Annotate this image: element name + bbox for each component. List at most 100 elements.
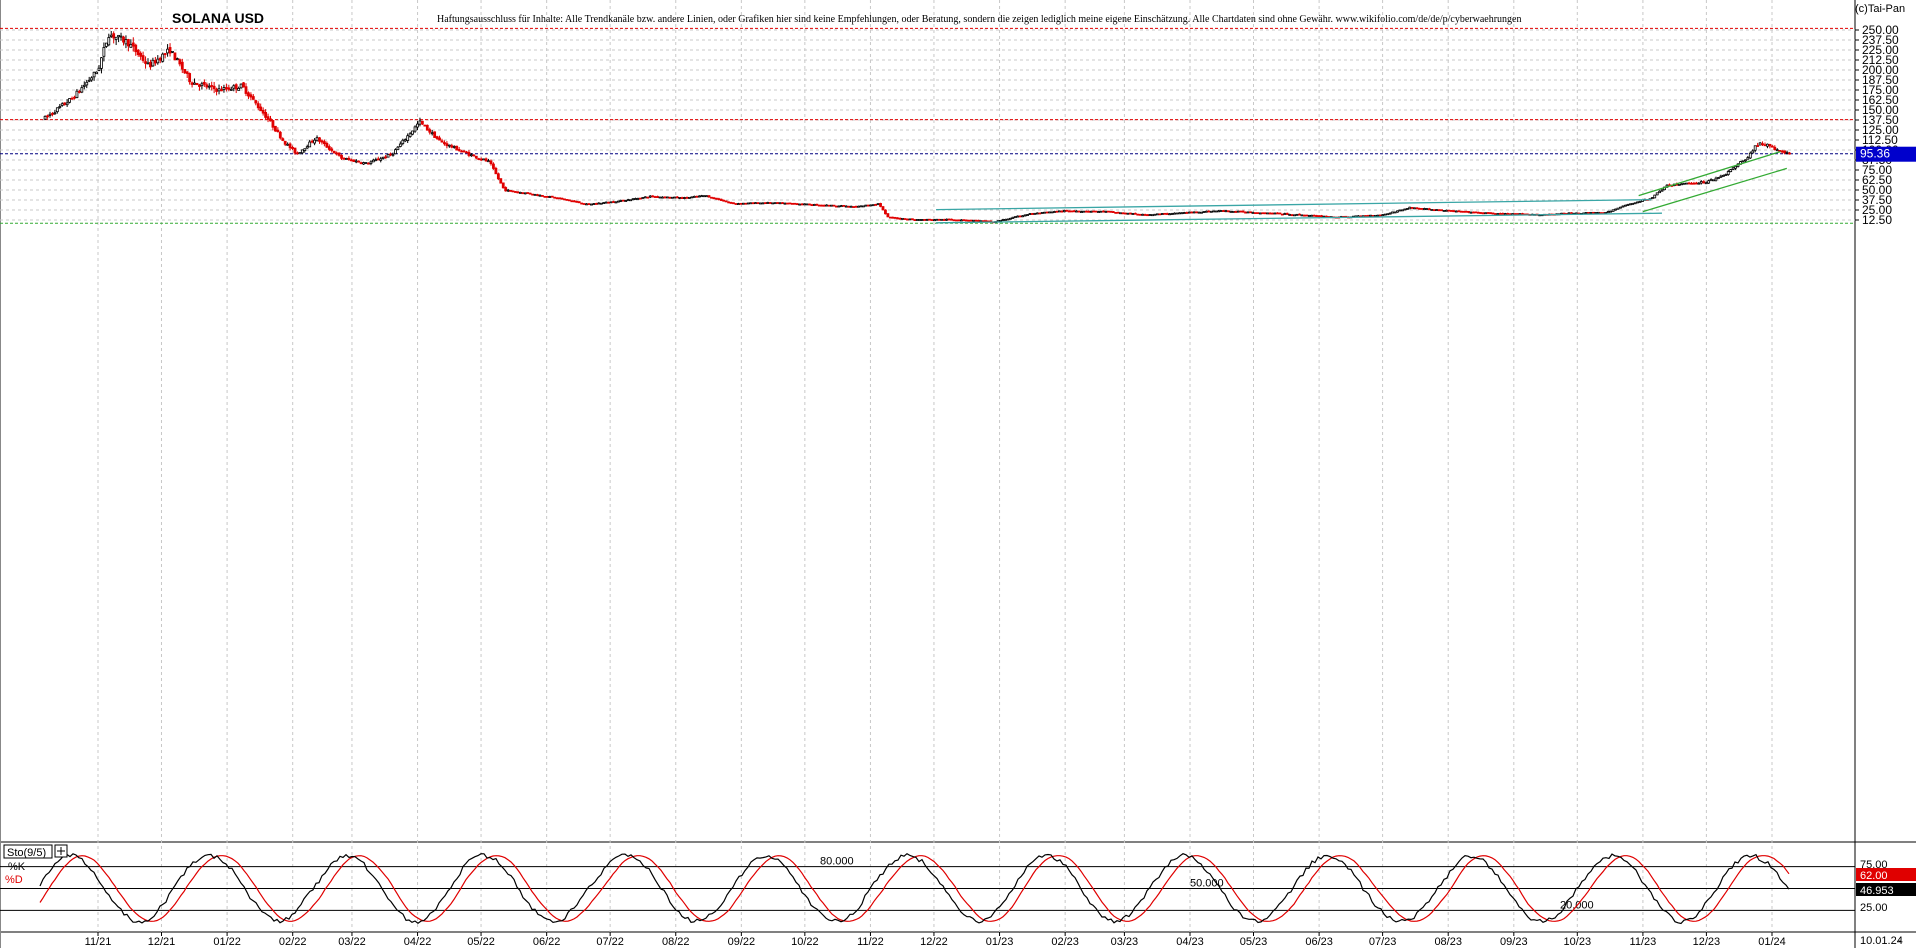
candle-body [1045,211,1049,214]
candle-body [563,198,566,201]
candle-body [766,202,770,204]
candle-body [665,196,669,199]
trend-line [936,212,1662,224]
candle-body [778,202,782,205]
candle-body [200,83,204,87]
candle-body [173,52,177,61]
candle-body [212,85,216,90]
candle-body [714,197,718,200]
candle-body [1111,211,1115,213]
candle-body [1004,219,1007,221]
candle-body [198,84,201,87]
candle-body [1224,210,1228,213]
x-tick-label: 04/22 [404,936,432,948]
candle-body [1616,207,1620,210]
candle-body [1658,190,1662,194]
candle-body [352,159,356,162]
candle-body [163,53,167,55]
candle-body [1484,212,1488,215]
candle-body [293,147,297,154]
candle-body [124,39,128,45]
x-tick-label: 12/22 [920,936,948,948]
candle-body [1712,179,1715,182]
candle-body [452,146,456,148]
y-tick-label: 162.50 [1862,93,1899,107]
candle-body [403,139,407,142]
candle-body [629,199,633,202]
candle-body [964,219,968,222]
candle-body [1190,211,1194,214]
candle-body [952,219,956,222]
candle-body [220,89,223,92]
candle-body [384,156,388,159]
candle-body [1425,208,1429,211]
candle-body [1398,209,1402,212]
candle-body [1273,212,1277,215]
candle-body [1258,212,1262,215]
candle-body [1033,212,1037,215]
candle-body [345,158,348,160]
candle-body [1312,214,1316,217]
candle-body [521,192,525,195]
candle-body [161,53,165,62]
candle-body [781,202,784,205]
price-axis-labels: 250.00237.50225.00212.50200.00187.50175.… [1855,23,1899,227]
candle-body [273,125,277,132]
candle-body [288,143,292,149]
candle-body [1761,143,1764,146]
y-tick-label: 250.00 [1862,23,1899,37]
candle-body [501,182,505,189]
candle-body [744,202,748,205]
candle-body [538,194,542,197]
candle-body [800,203,804,206]
candle-body [1131,213,1135,215]
candle-body [950,218,953,221]
candle-body [1244,211,1247,214]
candle-body [827,204,831,207]
x-tick-label: 02/22 [279,936,307,948]
candle-body [269,118,272,122]
candle-body [1584,212,1588,214]
candle-body [330,148,334,151]
candle-body [808,203,811,206]
candle-body [1124,212,1127,215]
candle-body [183,69,187,74]
candle-body [803,203,806,206]
candle-body [1405,208,1409,210]
candle-body [754,202,757,205]
candle-body [342,157,346,160]
sto-k-line [39,852,1790,925]
candle-body [1001,219,1005,221]
candle-body [1268,212,1272,215]
candle-body [1619,206,1622,209]
candle-body [1391,211,1394,214]
candle-body [962,219,966,222]
candle-body [465,151,468,154]
candle-body [276,129,280,133]
candle-body [1283,213,1287,215]
candle-body [913,219,917,221]
candle-body [423,124,427,127]
candle-body [1374,214,1377,217]
candle-body [144,61,147,64]
candle-body [1158,213,1162,216]
candle-body [1592,211,1595,214]
candle-body [812,204,816,206]
candle-body [1386,213,1390,216]
candle-body [528,192,532,195]
sto-title-box [3,844,53,859]
candle-body [278,131,282,139]
x-tick-label: 01/22 [213,936,241,948]
candle-body [371,159,375,163]
candle-body [565,199,569,201]
candle-body [955,219,958,222]
y-tick-label: 150.00 [1862,103,1899,117]
candle-body [609,201,613,204]
candle-body [1770,145,1774,148]
candle-body [63,102,67,105]
candle-body [1048,211,1051,214]
candle-body [541,195,544,197]
candle-body [131,42,135,47]
candle-body [1699,181,1703,184]
candle-body [141,55,145,61]
